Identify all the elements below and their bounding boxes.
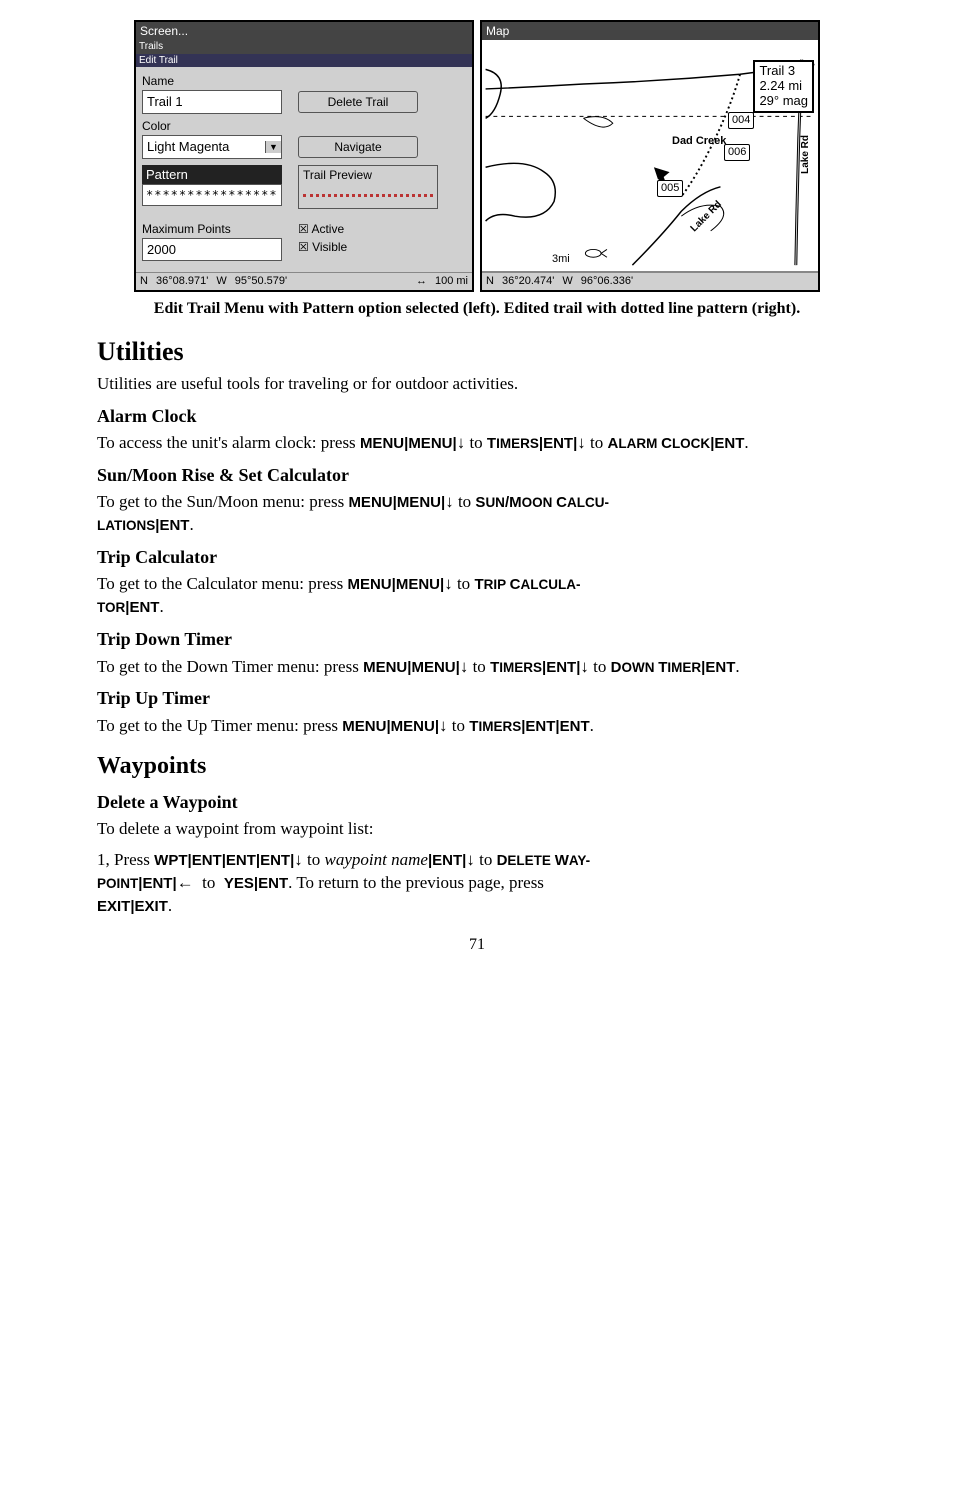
max-points-input[interactable]: 2000: [142, 238, 282, 262]
wpt-005: 005: [657, 180, 683, 197]
alarm-clock-body: To access the unit's alarm clock: press …: [97, 432, 857, 455]
sunmoon-body: To get to the Sun/Moon menu: press MENU|…: [97, 491, 857, 537]
preview-label: Trail Preview: [299, 166, 437, 184]
tripup-body: To get to the Up Timer menu: press MENU|…: [97, 715, 857, 738]
arrow-icon: ↔: [416, 274, 427, 289]
info-trail: Trail 3: [759, 64, 808, 79]
delete-waypoint-steps: 1, Press WPT|ENT|ENT|ENT|↓ to waypoint n…: [97, 849, 857, 918]
wpt-004: 004: [728, 112, 754, 129]
figure-caption: Edit Trail Menu with Pattern option sele…: [97, 298, 857, 320]
sunmoon-heading: Sun/Moon Rise & Set Calculator: [97, 463, 857, 487]
tripcalc-heading: Trip Calculator: [97, 545, 857, 569]
chevron-down-icon: ▼: [265, 141, 281, 153]
navigate-button[interactable]: Navigate: [298, 136, 418, 158]
max-points-label: Maximum Points: [142, 221, 282, 237]
delete-waypoint-intro: To delete a waypoint from waypoint list:: [97, 818, 857, 841]
delete-trail-button[interactable]: Delete Trail: [298, 91, 418, 113]
edit-trail-title: Edit Trail: [136, 54, 472, 68]
title-text: Screen...: [140, 23, 188, 39]
window-title: Screen...: [136, 22, 472, 40]
lake-rd-label-2: Lake Rd: [799, 135, 813, 174]
pattern-label: Pattern: [142, 165, 282, 185]
tripup-heading: Trip Up Timer: [97, 686, 857, 710]
trail-info-box: Trail 3 2.24 mi 29° mag: [753, 60, 814, 113]
edit-trail-body: Name Trail 1 Delete Trail Color Light Ma…: [136, 67, 472, 272]
name-input[interactable]: Trail 1: [142, 90, 282, 114]
tripcalc-body: To get to the Calculator menu: press MEN…: [97, 573, 857, 619]
status-w: W: [562, 274, 572, 289]
color-value: Light Magenta: [143, 136, 265, 158]
dad-creek-label: Dad Creek: [672, 134, 726, 149]
pattern-input[interactable]: ****************: [142, 184, 282, 206]
status-lon: 96°06.336': [581, 274, 633, 289]
pattern-group: Pattern ****************: [142, 165, 282, 207]
tripdown-heading: Trip Down Timer: [97, 627, 857, 651]
utilities-intro: Utilities are useful tools for traveling…: [97, 373, 857, 396]
scale-3mi: 3mi: [552, 252, 570, 267]
edit-trail-window: Screen... Trails Edit Trail Name Trail 1…: [134, 20, 474, 292]
map-title: Map: [482, 22, 818, 40]
tripdown-body: To get to the Down Timer menu: press MEN…: [97, 656, 857, 679]
visible-checkbox[interactable]: ☒ Visible: [298, 239, 347, 255]
status-lon: 95°50.579': [235, 274, 287, 289]
status-n: N: [486, 274, 494, 289]
map-area[interactable]: Trail 3 2.24 mi 29° mag 004 Dad Creek 00…: [482, 40, 818, 272]
pattern-value: ****************: [146, 187, 278, 203]
info-heading: 29° mag: [759, 94, 808, 109]
screenshots-row: Screen... Trails Edit Trail Name Trail 1…: [97, 20, 857, 292]
status-lat: 36°08.971': [156, 274, 208, 289]
preview-line: [303, 194, 433, 197]
status-bar: N 36°08.971' W 95°50.579' ↔ 100 mi: [136, 272, 472, 290]
color-label: Color: [142, 118, 466, 134]
active-checkbox[interactable]: ☒ Active: [298, 221, 347, 237]
max-points-group: Maximum Points 2000: [142, 219, 282, 262]
map-status-bar: N 36°20.474' W 96°06.336': [482, 272, 818, 290]
utilities-heading: Utilities: [97, 334, 857, 369]
map-title-text: Map: [486, 23, 509, 39]
name-label: Name: [142, 73, 466, 89]
edit-title-text: Edit Trail: [139, 54, 178, 68]
status-w: W: [216, 274, 226, 289]
status-n: N: [140, 274, 148, 289]
info-dist: 2.24 mi: [759, 79, 808, 94]
status-lat: 36°20.474': [502, 274, 554, 289]
wpt-006: 006: [724, 144, 750, 161]
checkbox-group: ☒ Active ☒ Visible: [298, 219, 347, 257]
trail-preview: Trail Preview: [298, 165, 438, 209]
alarm-clock-heading: Alarm Clock: [97, 404, 857, 428]
status-scale: 100 mi: [435, 274, 468, 289]
page-number: 71: [97, 934, 857, 956]
map-window: Map: [480, 20, 820, 292]
sub-title-text: Trails: [139, 40, 163, 54]
waypoints-heading: Waypoints: [97, 750, 857, 782]
sub-window-title: Trails: [136, 40, 472, 54]
color-select[interactable]: Light Magenta ▼: [142, 135, 282, 159]
delete-waypoint-heading: Delete a Waypoint: [97, 790, 857, 814]
